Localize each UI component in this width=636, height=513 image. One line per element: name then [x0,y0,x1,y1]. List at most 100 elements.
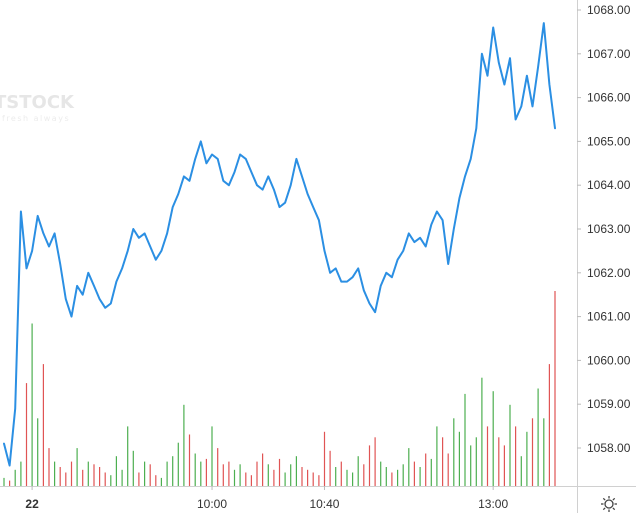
y-tick-label: 1063.00 [587,222,631,236]
volume-bar [138,472,140,486]
volume-bar [82,469,84,487]
volume-bar [284,472,286,486]
volume-bar [554,291,556,486]
volume-bar [25,383,28,486]
volume-bar [211,426,213,486]
volume-bar [93,464,95,486]
volume-bar [273,469,275,487]
volume-bar [222,464,224,486]
volume-bar [104,472,106,486]
volume-bar [318,475,320,486]
settings-button[interactable] [601,496,617,512]
price-line[interactable] [3,22,556,467]
volume-bar [99,467,101,486]
volume-bar [87,461,89,486]
y-tick-label: 1062.00 [587,266,631,280]
volume-bar [323,431,326,486]
volume-bar [413,461,415,486]
volume-bar [419,467,421,486]
volume-bar [312,472,314,486]
watermark-logo: TSTOCK [0,92,75,113]
volume-bar [76,448,78,486]
volume-bar [233,469,236,487]
volume-bar [531,418,534,486]
volume-bar [188,434,191,486]
volume-bar [256,461,258,486]
volume-bar [59,467,61,486]
volume-bar [543,418,545,486]
volume-bar [239,464,241,486]
y-tick-label: 1068.00 [587,3,631,17]
volume-bars [3,291,556,487]
volume-bar [37,418,39,486]
y-tick-label: 1061.00 [587,310,631,324]
volume-bar [295,456,297,486]
volume-bar [537,388,539,486]
volume-bar [385,467,387,486]
volume-bar [391,472,393,486]
volume-bar [408,448,410,486]
volume-bar [70,461,73,486]
volume-bar [245,472,247,486]
volume-bar [3,477,5,486]
volume-bar [458,431,460,486]
x-tick-label: 13:00 [478,497,508,511]
volume-bar [346,469,348,487]
volume-bar [290,464,292,486]
volume-bar [121,469,123,487]
volume-bar [425,453,427,486]
watermark: TSTOCK fresh always [0,92,75,123]
volume-bar [357,456,359,486]
volume-bar [228,461,230,486]
volume-bar [132,450,134,486]
volume-bar [149,464,151,486]
x-tick-label: 22 [25,497,39,511]
volume-bar [31,323,33,486]
volume-bar [329,450,331,486]
volume-bar [155,475,157,486]
volume-bar [470,445,472,486]
volume-bar [194,453,196,486]
volume-bar [503,445,505,486]
volume-bar [200,461,202,486]
volume-bar [9,480,11,486]
volume-bar [492,391,494,486]
volume-bar [307,469,309,487]
volume-bar [442,437,444,487]
y-tick-label: 1065.00 [587,134,631,148]
volume-bar [430,458,432,486]
volume-bar [447,453,449,486]
volume-bar [509,404,511,487]
volume-bar [402,464,404,486]
y-tick-label: 1066.00 [587,91,631,105]
y-tick-label: 1059.00 [587,397,631,411]
volume-bar [278,458,281,486]
volume-bar [42,364,44,486]
y-axis: 1068.00 1067.00 1066.00 1065.00 1064.00 1063.… [577,3,631,455]
volume-bar [144,461,146,486]
volume-bar [14,469,16,487]
volume-bar [453,418,455,486]
volume-bar [262,453,264,486]
y-tick-label: 1067.00 [587,47,631,61]
volume-bar [267,464,269,486]
volume-bar [48,448,50,486]
volume-bar [368,445,371,486]
volume-bar [160,477,162,486]
watermark-tagline: fresh always [2,114,70,123]
volume-bar [20,461,22,486]
volume-bar [183,404,185,487]
volume-bar [352,472,354,486]
volume-bar [110,475,112,486]
volume-bar [172,456,174,486]
volume-bar [54,461,56,486]
volume-bar [481,377,483,486]
volume-bar [397,469,399,487]
volume-bar [340,461,342,486]
volume-bar [335,467,337,486]
volume-bar [250,475,252,486]
volume-bar [363,464,365,486]
volume-bar [475,437,477,487]
